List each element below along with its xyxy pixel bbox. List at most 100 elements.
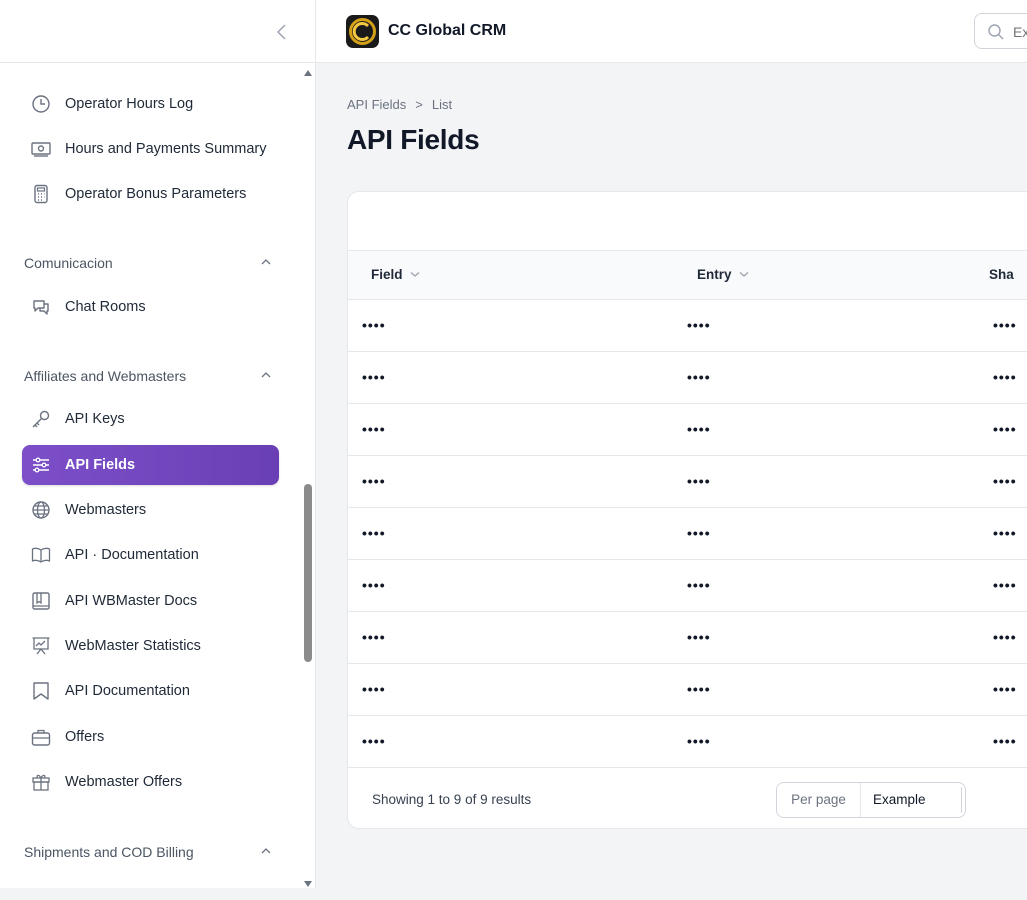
- table-card: Field Entry Sha •••• •••• •••• •••• ••••…: [347, 191, 1027, 829]
- chevron-down-icon: [410, 272, 419, 277]
- sidebar-item-label: API Keys: [65, 411, 125, 427]
- scroll-down-arrow[interactable]: [303, 875, 313, 887]
- group-label-shipments: Shipments and COD Billing: [24, 844, 194, 860]
- cell-sha: ••••: [993, 681, 1017, 697]
- sidebar-item-api-documentation[interactable]: API Documentation: [22, 671, 279, 711]
- cell-field: ••••: [362, 681, 386, 697]
- breadcrumb-parent[interactable]: API Fields: [347, 97, 407, 112]
- table-row[interactable]: •••• •••• ••••: [348, 664, 1027, 716]
- sidebar-item-offers[interactable]: Offers: [22, 717, 279, 757]
- sliders-icon: [31, 455, 51, 475]
- per-page-value[interactable]: Example: [873, 792, 926, 807]
- cell-entry: ••••: [687, 473, 711, 489]
- per-page-divider: [961, 787, 962, 813]
- key-icon: [31, 409, 51, 429]
- sidebar: Operator Hours Log Hours and Payments Su…: [0, 0, 316, 888]
- cell-field: ••••: [362, 473, 386, 489]
- table-row[interactable]: •••• •••• ••••: [348, 612, 1027, 664]
- column-label: Entry: [697, 267, 732, 282]
- cell-entry: ••••: [687, 629, 711, 645]
- sidebar-item-label: Chat Rooms: [65, 299, 146, 315]
- sidebar-item-label: API Documentation: [65, 683, 190, 699]
- pagination-summary: Showing 1 to 9 of 9 results: [372, 792, 532, 807]
- table-row[interactable]: •••• •••• ••••: [348, 352, 1027, 404]
- table-row[interactable]: •••• •••• ••••: [348, 456, 1027, 508]
- global-search[interactable]: [974, 13, 1027, 49]
- sidebar-item-label: API · Documentation: [65, 547, 199, 563]
- sidebar-item-operator-bonus-parameters[interactable]: Operator Bonus Parameters: [22, 174, 279, 214]
- cell-entry: ••••: [687, 369, 711, 385]
- chevron-up-icon[interactable]: [259, 255, 273, 269]
- book-open-icon: [31, 545, 51, 565]
- table-row[interactable]: •••• •••• ••••: [348, 508, 1027, 560]
- search-icon: [987, 23, 1005, 41]
- cell-sha: ••••: [993, 577, 1017, 593]
- sidebar-item-webmaster-statistics[interactable]: WebMaster Statistics: [22, 626, 279, 666]
- sidebar-item-hours-payments-summary[interactable]: Hours and Payments Summary: [22, 129, 279, 169]
- table-row[interactable]: •••• •••• ••••: [348, 404, 1027, 456]
- breadcrumb: API Fields > List: [347, 97, 452, 112]
- cell-sha: ••••: [993, 473, 1017, 489]
- table-row[interactable]: •••• •••• ••••: [348, 560, 1027, 612]
- globe-icon: [31, 500, 51, 520]
- app-logo[interactable]: [346, 15, 379, 48]
- cell-field: ••••: [362, 629, 386, 645]
- breadcrumb-current: List: [431, 97, 453, 112]
- cell-entry: ••••: [687, 317, 711, 333]
- cell-sha: ••••: [993, 421, 1017, 437]
- sidebar-item-label: API WBMaster Docs: [65, 593, 198, 609]
- per-page-select[interactable]: Per page Example: [776, 782, 966, 818]
- cell-entry: ••••: [687, 525, 711, 541]
- cell-field: ••••: [362, 421, 386, 437]
- sidebar-item-label: API Fields: [65, 457, 136, 473]
- sidebar-item-operator-hours-log[interactable]: Operator Hours Log: [22, 84, 279, 124]
- topbar: CC Global CRM: [316, 0, 1027, 63]
- cell-field: ••••: [362, 733, 386, 749]
- column-label: Sha: [989, 267, 1014, 282]
- sidebar-item-chat-rooms[interactable]: Chat Rooms: [22, 287, 279, 327]
- cell-field: ••••: [362, 577, 386, 593]
- sidebar-scrollbar[interactable]: [304, 484, 312, 662]
- cell-entry: ••••: [687, 681, 711, 697]
- scroll-up-arrow[interactable]: [303, 64, 313, 76]
- chevron-up-icon[interactable]: [259, 368, 273, 382]
- clock-icon: [31, 94, 51, 114]
- column-header-sha[interactable]: Sha: [989, 267, 1014, 282]
- column-header-field[interactable]: Field: [371, 267, 421, 282]
- column-header-entry[interactable]: Entry: [697, 267, 750, 282]
- breadcrumb-separator: >: [415, 97, 423, 112]
- chevron-up-icon[interactable]: [259, 844, 273, 858]
- briefcase-icon: [31, 727, 51, 747]
- chevron-down-icon: [739, 272, 748, 277]
- app-title: CC Global CRM: [388, 22, 507, 39]
- column-label: Field: [371, 267, 403, 282]
- sidebar-item-api-wbmaster-docs[interactable]: API WBMaster Docs: [22, 581, 279, 621]
- cell-entry: ••••: [687, 577, 711, 593]
- calculator-icon: [31, 184, 51, 204]
- chat-icon: [31, 297, 51, 317]
- cell-field: ••••: [362, 525, 386, 541]
- cash-icon: [31, 139, 51, 159]
- sidebar-item-label: Hours and Payments Summary: [65, 141, 267, 157]
- sidebar-item-label: WebMaster Statistics: [65, 638, 201, 654]
- table-row[interactable]: •••• •••• ••••: [348, 716, 1027, 768]
- sidebar-item-label: Operator Hours Log: [65, 96, 194, 112]
- cell-entry: ••••: [687, 733, 711, 749]
- logo-mark-icon: [349, 18, 376, 45]
- collapse-sidebar-button[interactable]: [272, 20, 292, 44]
- gift-icon: [31, 772, 51, 792]
- sidebar-item-webmaster-offers[interactable]: Webmaster Offers: [22, 762, 279, 802]
- sidebar-header: [0, 0, 315, 63]
- cell-sha: ••••: [993, 369, 1017, 385]
- cell-sha: ••••: [993, 629, 1017, 645]
- table-row[interactable]: •••• •••• ••••: [348, 300, 1027, 352]
- sidebar-item-api-fields[interactable]: API Fields: [22, 445, 279, 485]
- sidebar-item-label: Webmasters: [65, 502, 147, 518]
- sidebar-item-api-documentation-dot[interactable]: API · Documentation: [22, 535, 279, 575]
- sidebar-item-api-keys[interactable]: API Keys: [22, 399, 279, 439]
- page-title: API Fields: [347, 124, 480, 155]
- presentation-chart-icon: [31, 636, 51, 656]
- search-input[interactable]: [1013, 22, 1027, 42]
- sidebar-item-webmasters[interactable]: Webmasters: [22, 490, 279, 530]
- chevron-left-icon: [276, 24, 286, 40]
